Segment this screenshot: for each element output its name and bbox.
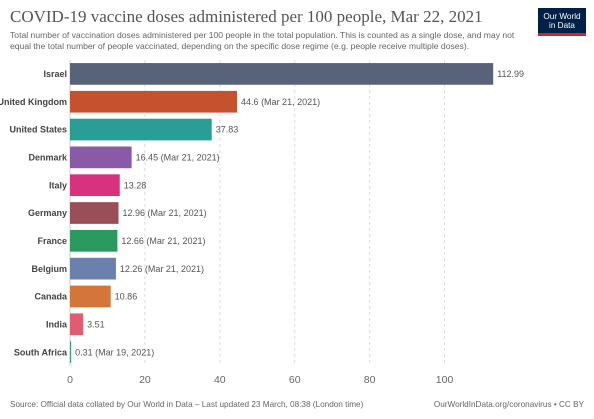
bar[interactable] bbox=[70, 118, 212, 141]
category-label: France bbox=[37, 236, 67, 246]
x-tick-label: 20 bbox=[139, 374, 151, 386]
x-tick-label: 40 bbox=[214, 374, 226, 386]
category-label: United States bbox=[9, 125, 67, 135]
category-label: United Kingdom bbox=[0, 97, 67, 107]
x-tick-label: 80 bbox=[364, 374, 376, 386]
x-tick-label: 60 bbox=[289, 374, 301, 386]
data-label: 112.99 bbox=[497, 69, 524, 79]
category-label: Denmark bbox=[28, 153, 68, 163]
category-label: Belgium bbox=[31, 264, 67, 274]
bar[interactable] bbox=[70, 229, 118, 252]
data-label: 10.86 bbox=[115, 292, 138, 302]
category-label: Canada bbox=[34, 292, 68, 302]
category-label: Israel bbox=[43, 69, 67, 79]
bar[interactable] bbox=[70, 257, 116, 280]
category-label: Germany bbox=[28, 208, 67, 218]
data-label: 37.83 bbox=[216, 125, 239, 135]
logo-line-2: in Data bbox=[549, 21, 575, 30]
chart-subtitle: Total number of vaccination doses admini… bbox=[10, 30, 515, 51]
bar[interactable] bbox=[70, 202, 119, 224]
bar[interactable] bbox=[70, 174, 120, 197]
bar[interactable] bbox=[70, 90, 238, 113]
bar[interactable] bbox=[70, 285, 111, 308]
chart-title: COVID-19 vaccine doses administered per … bbox=[10, 7, 483, 26]
data-label: 44.6 (Mar 21, 2021) bbox=[241, 97, 320, 107]
data-label: 16.45 (Mar 21, 2021) bbox=[136, 153, 220, 163]
x-tick-label: 100 bbox=[436, 374, 454, 386]
category-label: South Africa bbox=[14, 347, 68, 357]
logo-line-1: Our World bbox=[543, 12, 581, 21]
category-label: India bbox=[46, 319, 68, 329]
source-note: Source: Official data collated by Our Wo… bbox=[10, 400, 364, 409]
data-label: 12.26 (Mar 21, 2021) bbox=[120, 264, 204, 274]
data-label: 3.51 bbox=[87, 319, 105, 329]
bar[interactable] bbox=[70, 146, 132, 169]
owid-logo[interactable]: Our World in Data bbox=[538, 8, 586, 36]
category-label: Italy bbox=[49, 180, 67, 190]
x-tick-label: 0 bbox=[67, 374, 73, 386]
data-label: 12.66 (Mar 21, 2021) bbox=[121, 236, 205, 246]
bar[interactable] bbox=[70, 341, 72, 363]
data-label: 13.28 bbox=[124, 180, 147, 190]
data-label: 12.96 (Mar 21, 2021) bbox=[123, 208, 207, 218]
license-link[interactable]: OurWorldInData.org/coronavirus • CC BY bbox=[433, 400, 584, 409]
data-label: 0.31 (Mar 19, 2021) bbox=[75, 347, 154, 357]
bar[interactable] bbox=[70, 63, 494, 85]
bar[interactable] bbox=[70, 313, 84, 336]
